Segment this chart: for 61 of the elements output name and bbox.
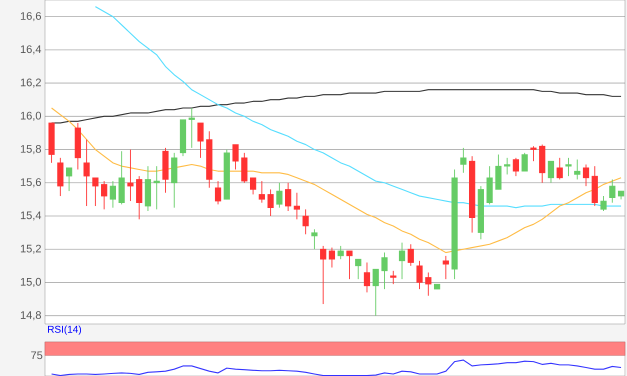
candlestick [512, 157, 520, 177]
candlestick [390, 270, 396, 285]
candlestick [381, 252, 388, 290]
candlestick [110, 180, 116, 208]
candlestick [320, 245, 326, 305]
candlestick [268, 188, 274, 216]
candlestick [609, 178, 616, 204]
candlestick [232, 144, 239, 170]
candlestick [302, 208, 309, 235]
candlestick [214, 180, 222, 205]
candlestick [495, 154, 502, 190]
candlestick [372, 268, 379, 316]
candlestick [346, 250, 353, 280]
candlestick [600, 196, 607, 212]
y-tick-label: 14,8 [20, 311, 41, 320]
candlestick [188, 108, 195, 148]
candlestick [442, 255, 449, 280]
candlestick [530, 146, 537, 162]
y-tick-label: 15,6 [20, 178, 41, 188]
candlestick [66, 167, 72, 192]
candlestick [548, 160, 554, 184]
candlestick [398, 242, 406, 280]
candlestick [582, 164, 590, 187]
candlestick [276, 182, 282, 208]
candlestick [101, 180, 108, 210]
y-tick-label: 16,0 [20, 112, 42, 121]
candlestick [311, 228, 318, 250]
y-tick-label: 15,8 [20, 145, 41, 154]
chart-title: RSI(14) [48, 325, 82, 335]
y-tick-label: 15,2 [20, 244, 41, 254]
candlestick [294, 192, 300, 220]
candlestick [258, 180, 265, 204]
candlestick [57, 157, 64, 197]
candlestick [504, 157, 510, 175]
candlestick [556, 157, 563, 180]
candlestick [522, 152, 528, 172]
candlestick [285, 182, 292, 212]
candlestick [425, 272, 432, 296]
candlestick [416, 260, 423, 290]
y-tick-label: 16,6 [20, 12, 41, 22]
text: 75 [31, 351, 42, 360]
y-tick-label: 15,4 [20, 212, 42, 220]
y-tick-label: 16,4 [20, 45, 42, 54]
candlestick [127, 149, 134, 202]
candlestick [364, 262, 370, 293]
candlestick [92, 177, 98, 206]
candlestick [574, 159, 580, 180]
candlestick [136, 176, 142, 220]
candlestick [408, 244, 414, 266]
candlestick [338, 245, 344, 260]
y-tick-label: 16,2 [20, 78, 41, 88]
candlestick [460, 147, 466, 174]
candlestick [328, 247, 336, 268]
candlestick [355, 258, 362, 280]
candlestick [250, 177, 256, 195]
candlestick [197, 122, 204, 158]
candlestick [241, 152, 248, 184]
candlestick [565, 157, 572, 177]
candlestick [154, 166, 160, 210]
y-tick-label: 15,0 [20, 278, 42, 288]
candlestick [84, 139, 90, 206]
